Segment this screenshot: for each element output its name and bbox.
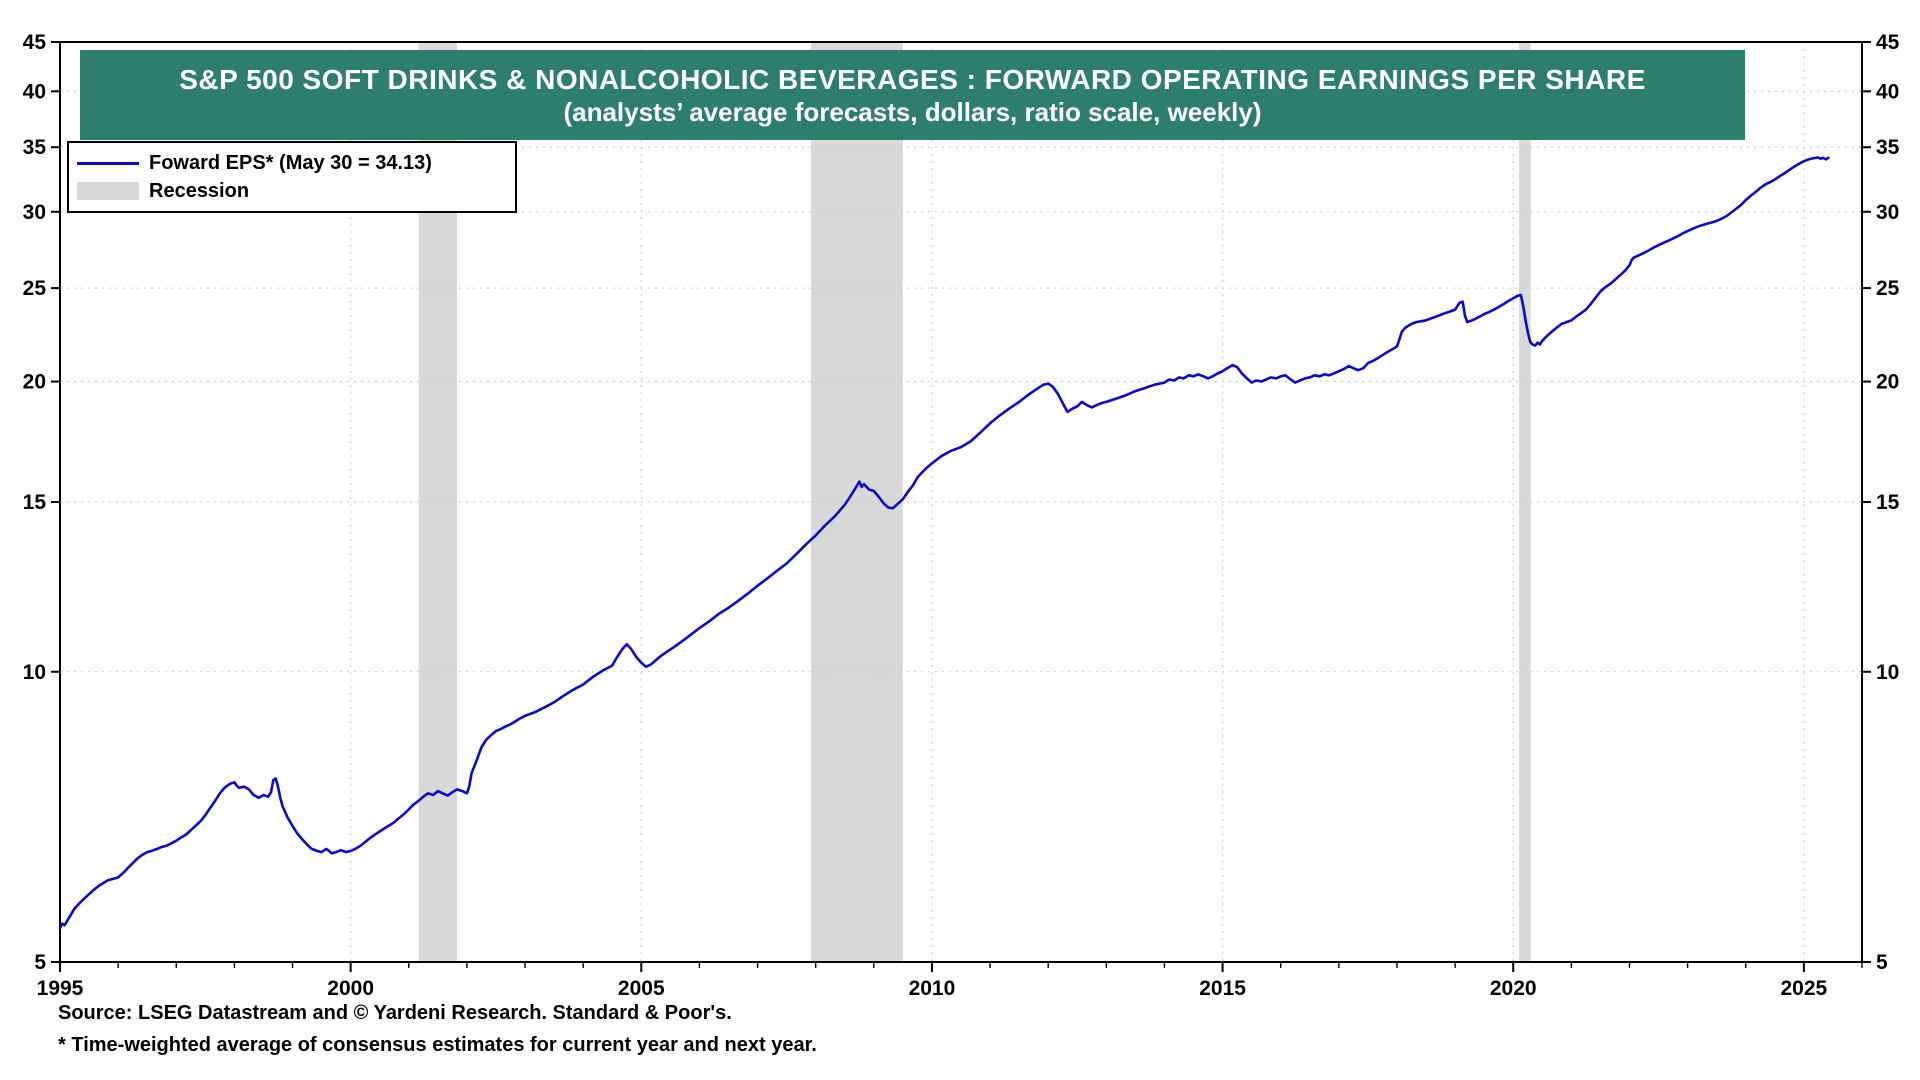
- y-tick-label-left: 10: [23, 661, 46, 684]
- y-tick-label-left: 25: [23, 277, 47, 300]
- legend-label-eps: Foward EPS* (May 30 = 34.13): [149, 151, 432, 174]
- chart-footer: Source: LSEG Datastream and © Yardeni Re…: [58, 1002, 817, 1057]
- y-tick-label-left: 15: [23, 491, 47, 514]
- chart-title: S&P 500 SOFT DRINKS & NONALCOHOLIC BEVER…: [179, 63, 1646, 95]
- y-tick-label-left: 40: [23, 80, 46, 103]
- y-tick-label-right: 25: [1876, 277, 1900, 300]
- plot-border: [59, 41, 1863, 963]
- x-tick-label: 2020: [1490, 977, 1537, 1000]
- y-tick-label-left: 5: [34, 951, 46, 974]
- y-tick-label-left: 30: [23, 201, 46, 224]
- legend-item-recession: Recession: [77, 177, 505, 205]
- y-tick-label-right: 40: [1876, 80, 1899, 103]
- y-tick-label-left: 20: [23, 371, 46, 394]
- y-tick-label-right: 20: [1876, 371, 1899, 394]
- chart-title-banner: S&P 500 SOFT DRINKS & NONALCOHOLIC BEVER…: [80, 50, 1745, 140]
- y-tick-label-right: 35: [1876, 136, 1900, 159]
- y-tick-label-right: 45: [1876, 31, 1900, 54]
- y-tick-label-right: 30: [1876, 201, 1899, 224]
- legend-label-recession: Recession: [149, 179, 250, 202]
- y-tick-label-right: 15: [1876, 491, 1900, 514]
- legend-box: Foward EPS* (May 30 = 34.13) Recession: [67, 141, 517, 213]
- x-tick-label: 2005: [618, 977, 665, 1000]
- legend-item-forward-eps: Foward EPS* (May 30 = 34.13): [77, 149, 505, 177]
- chart-subtitle: (analysts’ average forecasts, dollars, r…: [563, 96, 1262, 127]
- x-tick-label: 2000: [327, 977, 374, 1000]
- footnote-text: * Time-weighted average of consensus est…: [58, 1034, 817, 1056]
- y-tick-label-left: 35: [23, 136, 47, 159]
- eps-line-swatch: [77, 161, 139, 165]
- x-tick-label: 1995: [37, 977, 84, 1000]
- x-tick-label: 2025: [1781, 977, 1828, 1000]
- y-tick-label-right: 10: [1876, 661, 1899, 684]
- x-tick-label: 2015: [1199, 977, 1246, 1000]
- y-tick-label-left: 45: [23, 31, 47, 54]
- eps-line: [58, 156, 1830, 930]
- x-tick-label: 2010: [909, 977, 956, 1000]
- y-tick-label-right: 5: [1876, 951, 1888, 974]
- source-text: Source: LSEG Datastream and © Yardeni Re…: [58, 1002, 732, 1024]
- recession-swatch: [77, 182, 139, 200]
